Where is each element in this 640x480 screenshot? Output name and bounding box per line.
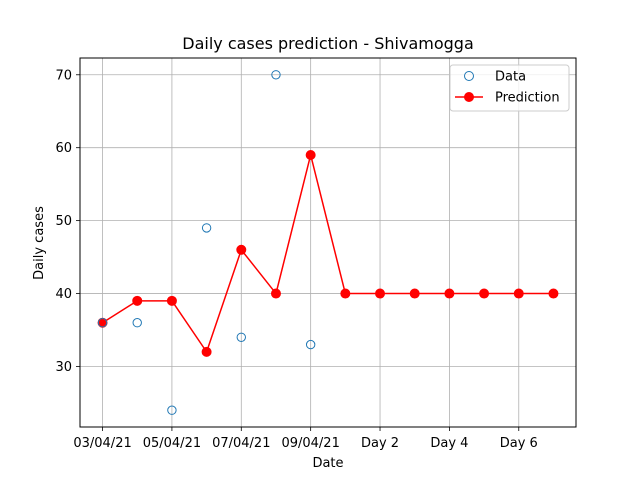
- legend-box: [449, 64, 570, 112]
- y-tick-label: 70: [55, 68, 72, 83]
- x-tick-label: Day 4: [430, 436, 468, 451]
- legend-data-label: Data: [495, 70, 526, 85]
- y-axis-ticks: 30 40 50 60 70: [55, 68, 80, 375]
- x-tick-label: 07/04/21: [212, 436, 270, 451]
- data-point: [132, 318, 142, 328]
- prediction-point: [409, 288, 420, 299]
- legend-prediction-marker: [464, 92, 474, 102]
- prediction-point: [132, 295, 143, 306]
- data-point: [271, 70, 281, 80]
- prediction-point: [444, 288, 455, 299]
- chart-title: Daily cases prediction - Shivamogga: [182, 34, 474, 53]
- plot-frame: [79, 57, 577, 428]
- data-point: [236, 332, 246, 343]
- prediction-point: [340, 288, 351, 299]
- x-tick-label: Day 6: [500, 436, 538, 451]
- x-tick-label: 05/04/21: [143, 436, 201, 451]
- prediction-point: [479, 288, 490, 299]
- x-axis-ticks: 03/04/21 05/04/21 07/04/21 09/04/21 Day 2 Day…: [73, 427, 538, 451]
- x-tick-label: Day 2: [361, 436, 399, 451]
- prediction-point: [201, 346, 212, 357]
- data-point: [305, 339, 316, 350]
- prediction-point: [375, 288, 386, 299]
- prediction-point: [513, 288, 524, 299]
- x-tick-label: 03/04/21: [73, 436, 131, 451]
- data-point: [97, 318, 108, 328]
- prediction-series-line: [102, 154, 554, 353]
- chart-marks: [97, 70, 559, 415]
- prediction-point: [548, 288, 559, 299]
- grid-lines: [80, 58, 576, 427]
- legend-prediction-label: Prediction: [495, 91, 560, 106]
- y-tick-label: 40: [55, 287, 72, 302]
- legend-data-marker: [464, 71, 474, 81]
- prediction-point: [270, 288, 281, 299]
- data-point: [201, 223, 212, 233]
- prediction-point: [236, 244, 247, 255]
- y-tick-label: 50: [55, 214, 72, 229]
- x-axis-label: Date: [312, 456, 343, 471]
- y-tick-label: 30: [55, 360, 72, 375]
- x-tick-label: 09/04/21: [281, 436, 339, 451]
- data-point: [167, 405, 177, 415]
- prediction-point: [305, 149, 316, 160]
- y-axis-label: Daily cases: [32, 206, 47, 280]
- prediction-point: [166, 295, 177, 306]
- y-tick-label: 60: [55, 141, 72, 156]
- legend: Data Prediction: [449, 64, 570, 112]
